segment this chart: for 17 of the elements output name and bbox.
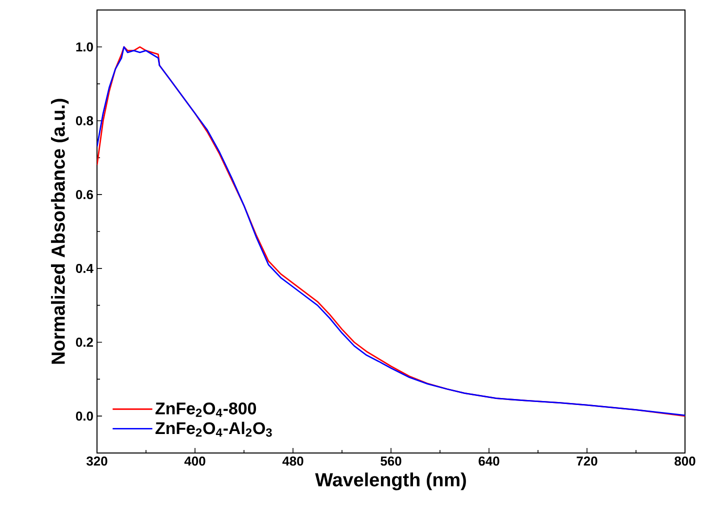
y-tick-label: 0.6: [76, 190, 94, 200]
legend-label: ZnFe$_{2}$O$_{4}$-800: [156, 402, 256, 417]
x-tick-label: 480: [282, 456, 304, 466]
x-tick-label: 720: [576, 456, 598, 466]
y-tick-label: 0.2: [76, 338, 93, 347]
x-tick-label: 640: [478, 456, 500, 466]
x-tick-label: 400: [184, 456, 206, 466]
x-axis-title: Wavelength (nm): [315, 472, 466, 490]
x-tick-label: 320: [86, 456, 108, 466]
y-tick-label: 1.0: [76, 42, 93, 52]
y-tick-label: 0.4: [76, 264, 94, 273]
legend-label: ZnFe$_{2}$O$_{4}$-Al$_{2}$O$_{3}$: [156, 422, 272, 437]
y-axis-title: Normalized Absorbance (a.u.): [50, 98, 69, 364]
x-tick-label: 560: [380, 456, 402, 466]
x-tick-label: 800: [674, 456, 696, 466]
y-tick-label: 0.0: [76, 411, 93, 421]
y-tick-label: 0.8: [76, 116, 94, 126]
